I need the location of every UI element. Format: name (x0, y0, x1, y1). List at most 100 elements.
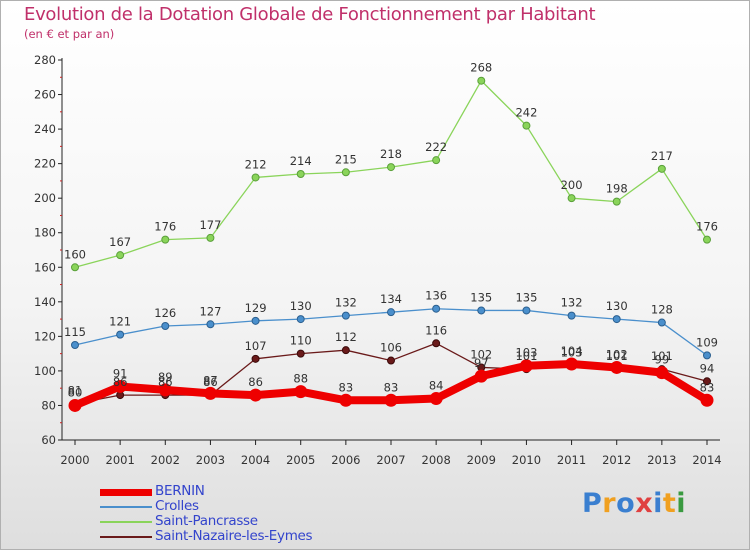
data-point (703, 235, 711, 244)
data-point (522, 121, 531, 130)
data-point (657, 318, 666, 327)
data-label: 80 (68, 385, 83, 399)
data-label: 97 (474, 356, 489, 370)
logo-letter: o (616, 488, 636, 519)
data-label: 177 (199, 218, 221, 232)
data-label: 106 (380, 341, 402, 355)
data-point (387, 356, 395, 365)
data-point (432, 304, 441, 313)
data-label: 116 (425, 323, 447, 337)
y-tick-label: 260 (34, 88, 56, 102)
logo-letter: P (582, 488, 603, 519)
legend-swatch-bernin (100, 489, 152, 496)
y-tick-label: 220 (34, 157, 56, 171)
x-tick-label: 2011 (557, 453, 586, 467)
data-point (71, 341, 79, 349)
data-point (251, 173, 260, 182)
chart-subtitle: (en € et par an) (24, 27, 115, 41)
data-label: 102 (606, 347, 628, 361)
data-point (296, 315, 305, 324)
legend-item-crolles: Crolles (100, 499, 400, 514)
data-label: 134 (380, 292, 402, 306)
x-tick-label: 2005 (286, 453, 315, 467)
y-tick-label: 100 (34, 364, 56, 378)
data-label: 212 (245, 157, 267, 171)
y-tick-label: 120 (34, 329, 56, 343)
data-point (339, 393, 353, 407)
data-label: 103 (515, 346, 537, 360)
data-point (341, 168, 350, 177)
data-label: 87 (203, 373, 218, 387)
data-point (700, 393, 714, 407)
data-point (612, 315, 621, 324)
x-tick-label: 2001 (106, 453, 135, 467)
data-label: 86 (248, 375, 263, 389)
legend-item-saint-pancrasse: Saint-Pancrasse (100, 514, 400, 529)
data-point (477, 306, 486, 315)
data-label: 104 (561, 344, 583, 358)
y-tick-label: 240 (34, 122, 56, 136)
x-tick-label: 2007 (376, 453, 405, 467)
data-label: 132 (561, 296, 583, 310)
x-tick-label: 2000 (60, 453, 89, 467)
data-label: 198 (606, 182, 628, 196)
data-label: 132 (335, 296, 357, 310)
data-point (655, 366, 669, 380)
logo-letter: t (662, 488, 677, 519)
y-tick-label: 80 (41, 398, 56, 412)
data-label: 121 (109, 315, 131, 329)
logo-letter: x (635, 488, 654, 519)
series-line-saint-pancrasse (74, 80, 708, 268)
data-point (610, 360, 624, 374)
data-label: 89 (158, 370, 173, 384)
data-point (206, 320, 215, 329)
data-label: 107 (245, 339, 267, 353)
legend-label-saint-pancrasse: Saint-Pancrasse (155, 513, 258, 529)
x-tick-label: 2013 (647, 453, 676, 467)
data-point (158, 383, 172, 397)
data-label: 83 (384, 380, 399, 394)
data-label: 135 (470, 290, 492, 304)
y-tick-label: 280 (34, 53, 56, 67)
data-point (341, 346, 350, 355)
x-tick-label: 2012 (602, 453, 631, 467)
data-point (387, 163, 395, 172)
data-label: 112 (335, 330, 357, 344)
legend-item-bernin: BERNIN (100, 484, 400, 499)
data-label: 242 (515, 106, 537, 120)
data-label: 101 (606, 349, 628, 363)
x-tick-label: 2014 (692, 453, 721, 467)
data-point (703, 377, 711, 386)
data-label: 101 (651, 349, 673, 363)
data-point (387, 308, 395, 317)
data-label: 110 (290, 334, 312, 348)
data-point (474, 369, 488, 383)
data-point (71, 263, 79, 272)
data-point (296, 349, 305, 358)
data-label: 268 (470, 61, 492, 75)
legend-swatch-saint-pancrasse (100, 521, 152, 523)
legend-label-crolles: Crolles (155, 498, 199, 514)
data-label: 102 (470, 347, 492, 361)
x-tick-label: 2010 (512, 453, 541, 467)
data-point (161, 235, 170, 244)
data-label: 130 (606, 299, 628, 313)
data-point (116, 251, 125, 260)
data-point (161, 322, 170, 330)
data-label: 86 (158, 375, 173, 389)
data-label: 91 (113, 366, 128, 380)
data-point (477, 76, 486, 85)
data-point (567, 311, 576, 320)
x-tick-label: 2008 (422, 453, 451, 467)
data-point (703, 351, 711, 360)
y-tick-label: 200 (34, 191, 56, 205)
x-tick-label: 2006 (331, 453, 360, 467)
data-label: 94 (700, 361, 715, 375)
y-tick-label: 60 (41, 433, 56, 447)
data-label: 99 (655, 353, 670, 367)
data-label: 101 (515, 349, 537, 363)
data-label: 130 (290, 299, 312, 313)
logo-letter: i (676, 488, 687, 519)
data-label: 136 (425, 289, 447, 303)
